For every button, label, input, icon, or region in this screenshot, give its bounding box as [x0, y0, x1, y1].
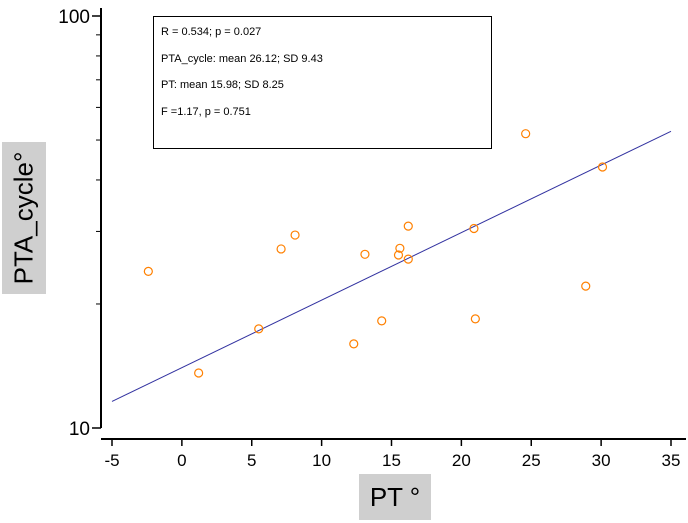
stats-pt: PT: mean 15.98; SD 8.25: [161, 79, 284, 91]
data-point: [393, 250, 404, 260]
data-point: [469, 223, 479, 234]
data-point: [581, 281, 591, 291]
x-tick-label: 25: [522, 451, 541, 470]
data-point: [597, 162, 608, 172]
regression-line: [111, 130, 672, 402]
data-point: [276, 244, 286, 254]
x-tick-label: -5: [104, 451, 119, 470]
y-axis-label-background: [2, 142, 46, 294]
x-tick-label: 35: [662, 451, 681, 470]
x-tick-label: 30: [592, 451, 611, 470]
x-tick-label: 5: [247, 451, 256, 470]
y-tick-label: 10: [69, 419, 90, 440]
data-point: [290, 230, 300, 240]
data-point: [360, 249, 370, 259]
data-point: [395, 243, 405, 253]
data-point: [349, 339, 359, 349]
data-point: [403, 254, 413, 264]
x-tick-label: 15: [382, 451, 401, 470]
x-tick-label: 10: [312, 451, 331, 470]
x-axis-label: PT °: [359, 474, 431, 520]
data-point: [194, 368, 204, 378]
stats-correlation: R = 0.534; p = 0.027: [161, 26, 262, 38]
data-point: [403, 221, 413, 231]
x-tick-label: 0: [177, 451, 186, 470]
data-point: [521, 129, 531, 139]
y-tick-label: 100: [58, 7, 90, 28]
stats-pta-cycle: PTA_cycle: mean 26.12; SD 9.43: [161, 52, 323, 65]
stats-box: R = 0.534; p = 0.027 PTA_cycle: mean 26.…: [153, 16, 492, 149]
data-point: [254, 324, 264, 334]
data-point: [143, 266, 153, 276]
stats-f-test: F =1.17, p = 0.751: [161, 105, 251, 118]
data-point: [377, 316, 387, 326]
data-point: [470, 314, 480, 324]
x-tick-label: 20: [452, 451, 471, 470]
